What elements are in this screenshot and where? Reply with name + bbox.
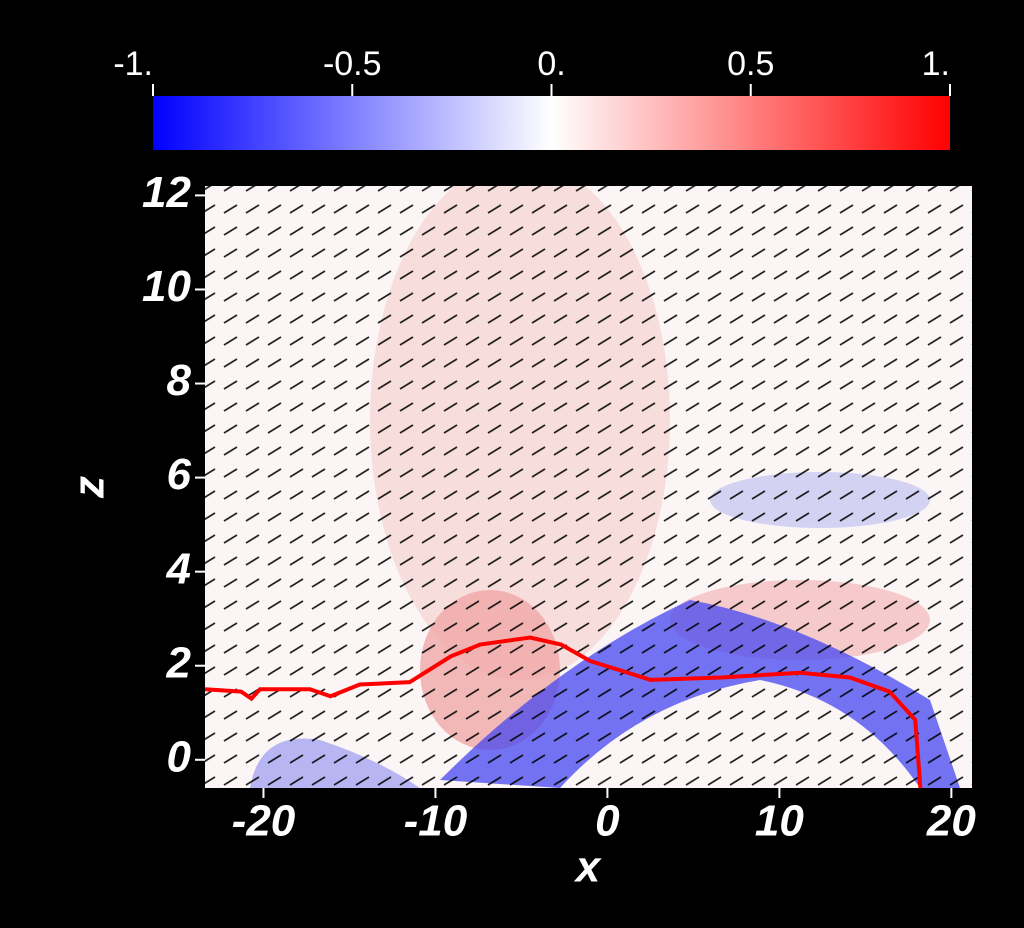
y-tick-label: 12 bbox=[142, 168, 191, 217]
colorbar-tick-label: 0.5 bbox=[727, 45, 774, 83]
colorbar-tick-label: 1. bbox=[922, 45, 950, 83]
colorbar-tick-label: 0. bbox=[537, 45, 565, 83]
y-tick-label: 0 bbox=[167, 732, 192, 781]
y-tick-label: 8 bbox=[167, 356, 192, 405]
x-tick-label: 0 bbox=[595, 797, 620, 846]
y-axis-label: z bbox=[65, 476, 114, 499]
y-tick-label: 10 bbox=[142, 262, 191, 311]
y-tick-label: 2 bbox=[166, 638, 192, 687]
y-tick-label: 6 bbox=[167, 450, 192, 499]
x-tick-label: -10 bbox=[404, 797, 468, 846]
x-tick-label: -20 bbox=[232, 797, 296, 846]
x-tick-label: 10 bbox=[755, 797, 804, 846]
x-tick-label: 20 bbox=[926, 797, 976, 846]
colorbar-tick-label: -1. bbox=[113, 45, 153, 83]
field bbox=[205, 186, 972, 788]
colorbar-tick-label: -0.5 bbox=[323, 45, 382, 83]
x-axis-label: x bbox=[574, 843, 602, 892]
contour-line bbox=[205, 635, 923, 788]
y-tick-label: 4 bbox=[166, 544, 191, 593]
colorbar bbox=[153, 96, 950, 150]
